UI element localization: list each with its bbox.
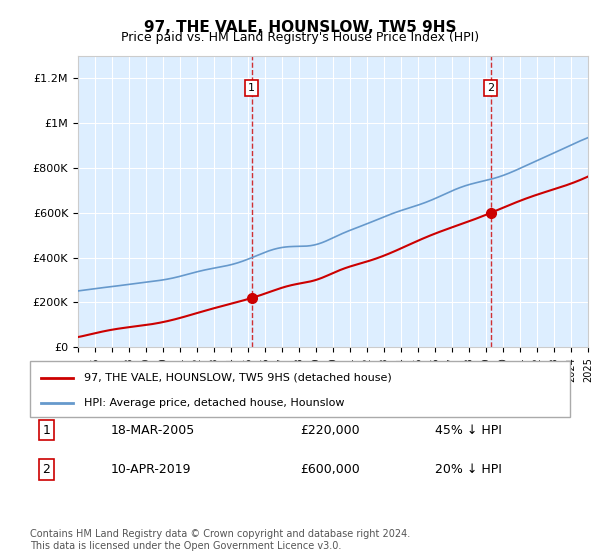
Text: 45% ↓ HPI: 45% ↓ HPI (435, 423, 502, 437)
Text: £600,000: £600,000 (300, 463, 360, 476)
Text: 18-MAR-2005: 18-MAR-2005 (111, 423, 195, 437)
Text: Price paid vs. HM Land Registry's House Price Index (HPI): Price paid vs. HM Land Registry's House … (121, 31, 479, 44)
Text: 10-APR-2019: 10-APR-2019 (111, 463, 191, 476)
Text: 97, THE VALE, HOUNSLOW, TW5 9HS (detached house): 97, THE VALE, HOUNSLOW, TW5 9HS (detache… (84, 373, 392, 383)
Text: 2: 2 (487, 83, 494, 93)
Text: 1: 1 (42, 423, 50, 437)
Text: 1: 1 (248, 83, 255, 93)
Text: 2: 2 (42, 463, 50, 476)
Text: £220,000: £220,000 (300, 423, 359, 437)
Text: 20% ↓ HPI: 20% ↓ HPI (435, 463, 502, 476)
Text: Contains HM Land Registry data © Crown copyright and database right 2024.
This d: Contains HM Land Registry data © Crown c… (30, 529, 410, 551)
Text: 97, THE VALE, HOUNSLOW, TW5 9HS: 97, THE VALE, HOUNSLOW, TW5 9HS (144, 20, 456, 35)
Text: HPI: Average price, detached house, Hounslow: HPI: Average price, detached house, Houn… (84, 398, 344, 408)
FancyBboxPatch shape (30, 361, 570, 417)
